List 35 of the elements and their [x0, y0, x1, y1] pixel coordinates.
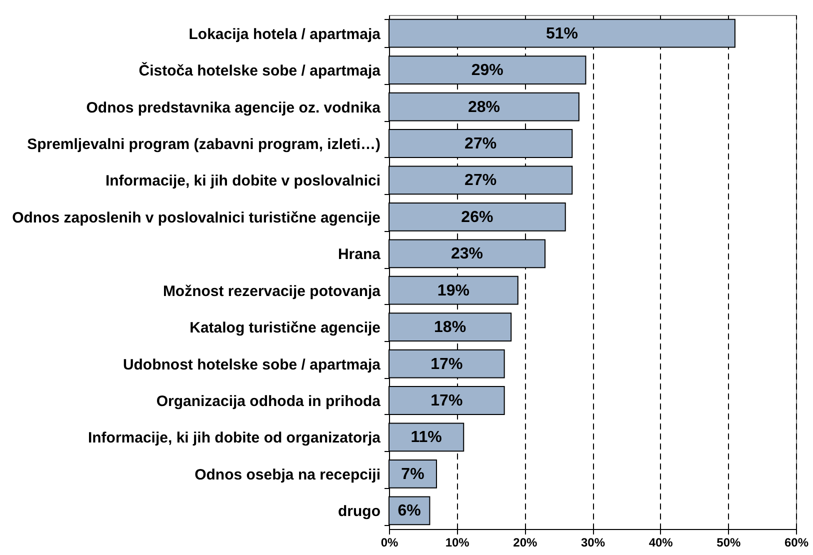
data-label: 26% [461, 208, 494, 226]
y-tick-label: Katalog turistične agencije [190, 320, 380, 337]
y-tick-label: Informacije, ki jih dobite od organizatorja [88, 430, 382, 447]
y-tick-label: Lokacija hotela / apartmaja [188, 26, 382, 43]
data-label: 6% [398, 502, 421, 520]
data-label: 7% [401, 466, 424, 483]
y-tick-label: drugo [338, 503, 380, 520]
x-tick-label: 40% [648, 536, 674, 550]
data-label: 23% [450, 246, 484, 263]
x-tick-label: 0% [380, 536, 398, 550]
y-tick-label: Informacije, ki jih dobite v poslovalnici [105, 172, 380, 190]
data-label: 27% [464, 172, 497, 190]
y-tick-label: Čistoča hotelske sobe / apartmaja [138, 62, 382, 80]
data-label: 27% [464, 136, 497, 152]
data-label: 18% [434, 319, 466, 336]
x-tick-label: 20% [513, 536, 538, 550]
y-tick-label: Udobnost hotelske sobe / apartmaja [122, 356, 382, 374]
data-label: 11% [410, 429, 442, 446]
y-tick-label: Hrana [338, 246, 382, 264]
y-tick-label: Spremljevalni program (zabavni program, izleti…) [27, 136, 380, 153]
x-tick-label: 10% [445, 536, 470, 550]
x-tick-label: 30% [580, 536, 606, 550]
y-tick-label: Odnos osebja na recepciji [194, 466, 380, 484]
x-tick-label: 60% [784, 536, 809, 550]
y-tick-label: Organizacija odhoda in prihoda [156, 393, 382, 410]
y-tick-label: Možnost rezervacije potovanja [162, 282, 382, 300]
data-label: 28% [468, 98, 500, 116]
data-label: 17% [430, 356, 463, 373]
data-label: 51% [546, 25, 578, 42]
data-label: 19% [437, 282, 470, 300]
data-label: 17% [430, 392, 463, 410]
data-label: 29% [471, 62, 504, 80]
y-tick-label: Odnos predstavnika agencije oz. vodnika [86, 99, 382, 116]
x-tick-label: 50% [716, 536, 741, 550]
y-tick-label: Odnos zaposlenih v poslovalnici turistične agencije [12, 209, 380, 226]
